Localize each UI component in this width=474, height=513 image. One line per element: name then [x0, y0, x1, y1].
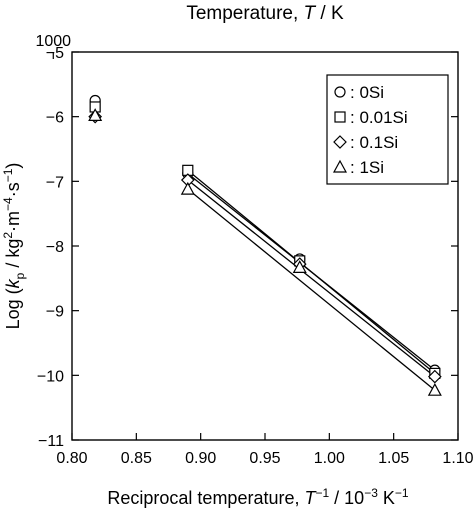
- y-tick-label: −7: [46, 174, 64, 191]
- fit-line-diamond: [187, 179, 436, 378]
- bottom-axis: 0.80 0.85 0.90 0.95 1.00 1.05 1.10: [56, 433, 474, 467]
- legend-items: : 0Si : 0.01Si : 0.1Si : 1Si: [332, 83, 408, 177]
- top-axis: 120011001000: [35, 33, 71, 59]
- point-diamond: [427, 369, 442, 384]
- fit-line-square: [187, 169, 436, 374]
- legend-marker-diamond: [333, 135, 347, 149]
- x-tick-label: 0.95: [249, 450, 280, 467]
- y-tick-label: −10: [37, 368, 64, 385]
- top-tick-label: 1000: [35, 33, 71, 50]
- x-tick-label: 0.80: [56, 450, 87, 467]
- fit-line-triangle: [187, 188, 436, 391]
- x-tick-label: 0.90: [185, 450, 216, 467]
- legend-label: : 0.1Si: [350, 133, 398, 152]
- y-tick-label: −8: [46, 239, 64, 256]
- legend-label: : 0Si: [350, 83, 384, 102]
- legend-label: : 0.01Si: [350, 108, 408, 127]
- y-tick-label: −5: [46, 45, 64, 62]
- point-triangle: [427, 382, 442, 396]
- x-tick-label: 0.85: [121, 450, 152, 467]
- top-axis-title: Temperature, T / K: [186, 3, 344, 24]
- legend-marker-square: [334, 111, 346, 123]
- legend: : 0Si : 0.01Si : 0.1Si : 1Si: [326, 74, 449, 185]
- point-triangle: [180, 181, 195, 195]
- data-markers: [88, 94, 442, 396]
- y-tick-label: −11: [38, 433, 64, 450]
- x-tick-label: 1.10: [442, 450, 473, 467]
- fit-lines: [187, 169, 436, 391]
- point-triangle: [292, 260, 307, 273]
- legend-box: [326, 74, 449, 185]
- legend-marker-triangle: [332, 159, 348, 173]
- x-tick-label: 1.00: [314, 450, 345, 467]
- legend-marker-circle: [334, 86, 346, 98]
- y-axis-title: Log (kp / kg2·m−4·s−1): [1, 163, 27, 330]
- y-tick-label: −6: [46, 110, 64, 127]
- legend-label: : 1Si: [350, 158, 384, 177]
- point-triangle: [88, 108, 103, 121]
- y-tick-label: −9: [46, 304, 64, 321]
- x-tick-label: 1.05: [378, 450, 409, 467]
- left-axis: −11 −10 −9 −8 −7 −6 −5: [37, 45, 458, 450]
- bottom-axis-title: Reciprocal temperature, T−1 / 10−3 K−1: [107, 486, 409, 508]
